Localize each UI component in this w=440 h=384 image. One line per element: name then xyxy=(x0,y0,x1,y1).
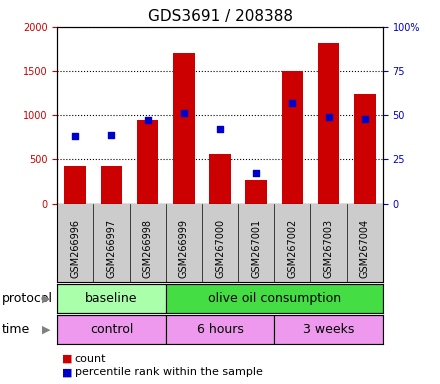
Point xyxy=(253,170,260,177)
Text: percentile rank within the sample: percentile rank within the sample xyxy=(75,367,263,377)
Bar xyxy=(246,180,267,204)
Text: GSM266998: GSM266998 xyxy=(143,219,153,278)
Text: olive oil consumption: olive oil consumption xyxy=(208,292,341,305)
Text: GSM266997: GSM266997 xyxy=(106,219,117,278)
Text: ■: ■ xyxy=(62,367,72,377)
Bar xyxy=(57,284,166,313)
Point xyxy=(325,114,332,120)
Bar xyxy=(282,71,303,204)
Bar xyxy=(57,315,166,344)
Text: ■: ■ xyxy=(62,354,72,364)
Point xyxy=(216,126,224,132)
Point xyxy=(72,133,79,139)
Point xyxy=(180,110,187,116)
Bar xyxy=(137,120,158,204)
Text: GSM267001: GSM267001 xyxy=(251,219,261,278)
Bar xyxy=(209,154,231,204)
Bar xyxy=(318,43,339,204)
Point xyxy=(144,118,151,124)
Text: ▶: ▶ xyxy=(42,294,51,304)
Text: 6 hours: 6 hours xyxy=(197,323,243,336)
Bar xyxy=(166,315,274,344)
Text: time: time xyxy=(2,323,30,336)
Text: count: count xyxy=(75,354,106,364)
Text: GSM267002: GSM267002 xyxy=(287,219,297,278)
Bar xyxy=(101,166,122,204)
Text: control: control xyxy=(90,323,133,336)
Text: GSM266999: GSM266999 xyxy=(179,219,189,278)
Text: ▶: ▶ xyxy=(42,324,51,334)
Text: GSM267003: GSM267003 xyxy=(323,219,334,278)
Point xyxy=(289,100,296,106)
Text: protocol: protocol xyxy=(2,292,53,305)
Bar xyxy=(173,53,194,204)
Bar xyxy=(166,284,383,313)
Point xyxy=(361,116,368,122)
Bar xyxy=(274,315,383,344)
Bar xyxy=(354,94,376,204)
Text: baseline: baseline xyxy=(85,292,138,305)
Text: 3 weeks: 3 weeks xyxy=(303,323,354,336)
Point xyxy=(108,132,115,138)
Title: GDS3691 / 208388: GDS3691 / 208388 xyxy=(147,9,293,24)
Text: GSM266996: GSM266996 xyxy=(70,219,80,278)
Bar xyxy=(64,166,86,204)
Text: GSM267004: GSM267004 xyxy=(360,219,370,278)
Text: GSM267000: GSM267000 xyxy=(215,219,225,278)
